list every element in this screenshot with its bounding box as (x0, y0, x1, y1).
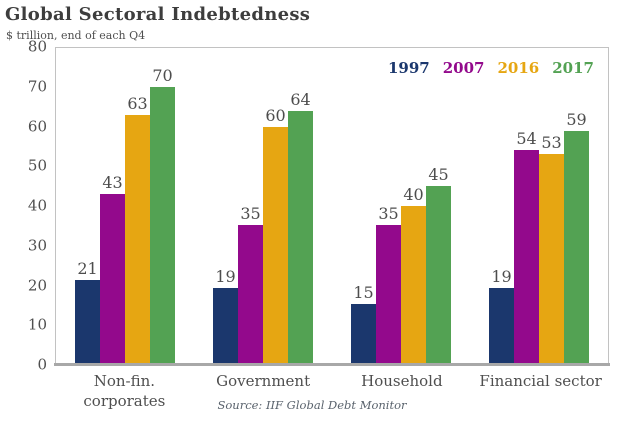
bar-2017 (564, 130, 589, 363)
bar-cell: 35 (238, 48, 263, 363)
y-axis-tick-label: 10 (27, 315, 47, 334)
bar-2016 (125, 114, 150, 363)
bar-value-label: 59 (566, 109, 587, 129)
bar-group: 21 43 63 70 (75, 48, 175, 363)
x-axis-category-label: Non-fin. corporates (83, 372, 166, 410)
bar-cell: 40 (401, 48, 426, 363)
legend-item-2007: 2007 (442, 59, 485, 77)
bar-1997 (75, 280, 100, 363)
bar-cell: 53 (539, 48, 564, 363)
legend: 1997 2007 2016 2017 (388, 61, 594, 76)
y-axis-tick-label: 30 (27, 236, 47, 255)
bar-value-label: 45 (428, 164, 449, 184)
bar-2007 (376, 225, 401, 363)
bar-2016 (539, 154, 564, 363)
bar-value-label: 70 (152, 66, 173, 86)
bar-value-label: 19 (215, 267, 236, 287)
bar-value-label: 35 (240, 204, 261, 224)
bar-cell: 70 (150, 48, 175, 363)
y-axis-tick-label: 60 (27, 117, 47, 135)
chart: 0 10 20 30 40 50 60 70 80 1997 2007 2016 2017 21 43 6… (0, 39, 624, 411)
y-axis-tick-label: 40 (27, 196, 47, 215)
y-axis-tick-label: 0 (37, 355, 47, 374)
bar-value-label: 64 (290, 90, 311, 109)
plot-area: 1997 2007 2016 2017 21 43 63 70 19 35 60 64 15 35 40 4… (54, 47, 610, 366)
bar-cell: 19 (489, 48, 514, 363)
bar-2007 (238, 225, 263, 363)
bar-cell: 19 (213, 48, 238, 363)
bar-cell: 64 (288, 48, 313, 363)
chart-header: Global Sectoral Indebtedness $ trillion,… (5, 4, 310, 42)
bar-value-label: 54 (516, 129, 537, 149)
bar-cell: 35 (376, 48, 401, 363)
legend-item-1997: 1997 (388, 59, 430, 77)
bar-value-label: 19 (491, 267, 512, 287)
bar-cell: 21 (75, 48, 100, 363)
bar-cell: 54 (514, 48, 539, 363)
x-axis-category-label: Financial sector (479, 372, 602, 390)
chart-subtitle: $ trillion, end of each Q4 (6, 29, 146, 42)
legend-item-2017: 2017 (552, 59, 594, 77)
bar-value-label: 35 (378, 204, 399, 224)
bar-value-label: 15 (353, 282, 374, 302)
bar-value-label: 60 (265, 105, 286, 125)
bar-cell: 59 (564, 48, 589, 363)
x-axis-line (54, 362, 610, 366)
bar-cell: 43 (100, 48, 125, 363)
bar-1997 (213, 288, 238, 363)
bar-group: 19 35 60 64 (213, 48, 313, 363)
bar-2017 (150, 87, 175, 363)
bar-value-label: 21 (77, 259, 98, 279)
bar-2007 (514, 150, 539, 363)
y-axis-tick-label: 20 (27, 276, 47, 294)
bar-2016 (263, 126, 288, 363)
y-axis: 0 10 20 30 40 50 60 70 80 (0, 39, 55, 372)
bar-cell: 63 (125, 48, 150, 363)
bar-2017 (288, 111, 313, 363)
bar-2016 (401, 205, 426, 363)
y-axis-tick-label: 70 (27, 77, 47, 96)
bar-group: 15 35 40 45 (351, 48, 451, 363)
legend-item-2016: 2016 (497, 59, 540, 77)
bar-group: 19 54 53 59 (489, 48, 589, 363)
y-axis-tick-label: 50 (27, 156, 47, 175)
bar-groups: 21 43 63 70 19 35 60 64 15 35 40 45 19 54 53 59 (56, 48, 608, 363)
bar-value-label: 40 (403, 184, 424, 204)
source-note: Source: IIF Global Debt Monitor (217, 397, 407, 412)
x-axis-labels: Non-fin. corporates Government Household Fi… (55, 372, 610, 411)
bar-cell: 60 (263, 48, 288, 363)
bar-cell: 45 (426, 48, 451, 363)
bar-1997 (489, 288, 514, 363)
x-axis-category-label: Household (361, 372, 443, 390)
bar-2007 (100, 193, 125, 363)
bar-value-label: 43 (102, 172, 123, 192)
bar-1997 (351, 303, 376, 363)
chart-title: Global Sectoral Indebtedness (5, 4, 311, 25)
bar-2017 (426, 185, 451, 363)
bar-cell: 15 (351, 48, 376, 363)
bar-value-label: 63 (127, 93, 148, 113)
bar-value-label: 53 (541, 133, 562, 153)
x-axis-category-label: Government (216, 372, 311, 390)
y-axis-tick-label: 80 (27, 37, 47, 56)
